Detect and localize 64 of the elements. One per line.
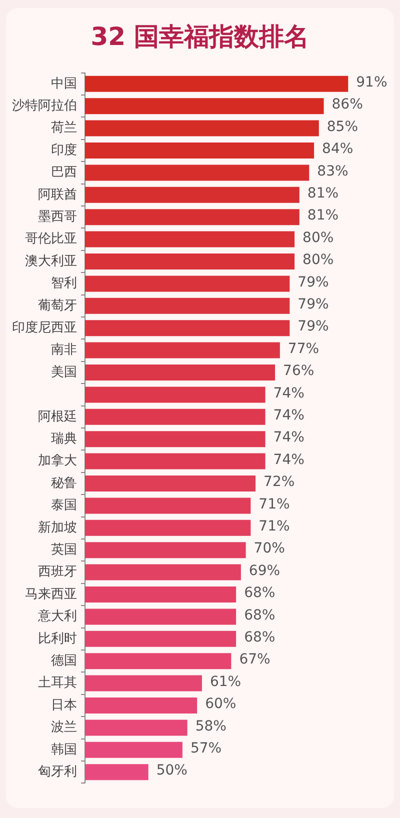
y-tick-label: 南非 [51,342,77,358]
y-tick-label: 沙特阿拉伯 [12,98,77,114]
y-tick-label: 印度尼西亚 [12,319,77,336]
data-label: 77% [288,340,320,357]
data-label: 58% [195,718,226,734]
y-tick-label: 土耳其 [38,676,77,691]
y-tick-label: 新加坡 [38,520,77,536]
y-tick-label: 德国 [51,653,77,668]
data-label: 84% [322,141,354,158]
y-tick-label: 意大利 [37,609,77,624]
y-tick-label: 西班牙 [38,564,77,580]
data-label: 80% [302,230,334,246]
data-label: 69% [248,562,280,579]
data-label: 86% [332,96,363,113]
data-label: 70% [254,540,285,557]
y-tick-label: 巴西 [51,165,77,180]
y-tick-label: 马来西亚 [25,586,77,602]
data-label: 74% [273,385,304,402]
y-tick-label: 秘鲁 [51,476,77,491]
data-label: 72% [264,474,295,490]
y-tick-label: 泰国 [51,498,77,514]
y-tick-label: 哥伦比亚 [25,232,77,247]
y-tick-label: 荷兰 [51,120,77,136]
data-label: 79% [298,296,329,313]
data-label: 91% [356,74,388,91]
data-label: 61% [210,674,242,690]
data-label: 83% [317,163,348,180]
y-tick-label: 智利 [51,276,77,292]
y-tick-label: 葡萄牙 [38,298,77,314]
data-label: 68% [244,585,276,602]
y-tick-label: 印度 [51,142,77,158]
data-label: 68% [244,630,276,646]
y-tick-label: 澳大利亚 [25,254,77,269]
y-tick-label: 比利时 [38,631,77,646]
y-tick-label: 墨西哥 [38,209,77,224]
data-label: 81% [307,186,339,202]
y-tick-label: 匈牙利 [38,764,77,780]
data-label: 74% [273,408,304,424]
data-label: 68% [244,607,276,624]
y-tick-label: 美国 [51,364,77,380]
y-tick-label: 英国 [51,542,77,558]
data-label: 60% [205,696,236,712]
data-label: 81% [307,208,339,224]
data-label: 85% [326,118,358,135]
y-tick-label: 中国 [51,76,77,92]
y-tick-label: 阿根廷 [38,409,77,424]
chart-title: 32 国幸福指数排名 [90,21,310,53]
data-label: 80% [302,252,334,268]
data-label: 76% [283,363,314,380]
y-tick-label: 日本 [51,698,77,713]
data-label: 79% [298,274,329,290]
data-label: 79% [298,318,329,335]
y-tick-label: 波兰 [51,720,77,736]
data-label: 71% [258,496,290,512]
y-tick-label: 韩国 [51,742,77,758]
data-label: 57% [190,740,222,757]
data-label: 74% [273,452,304,468]
y-tick-label: 瑞典 [51,431,77,446]
data-label: 71% [258,518,290,535]
y-tick-label: 阿联酋 [38,187,77,202]
data-label: 74% [273,430,304,446]
data-label: 67% [239,652,270,668]
y-tick-label: 加拿大 [38,454,77,469]
data-label: 50% [156,762,188,779]
